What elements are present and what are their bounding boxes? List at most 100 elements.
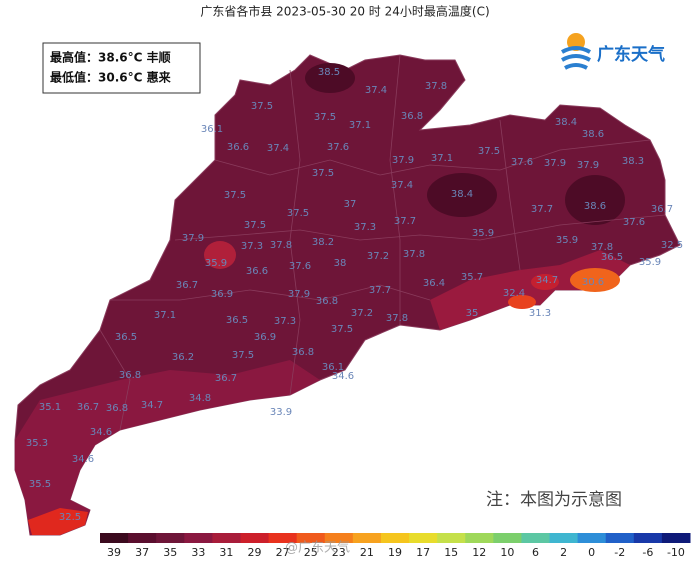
temp-label: 37.8 (591, 242, 613, 253)
temp-label: 38 (334, 258, 347, 269)
temp-label: 36.9 (254, 332, 276, 343)
temp-label: 37.5 (314, 112, 336, 123)
colorbar-swatch (549, 533, 579, 543)
temp-label: 31.3 (529, 308, 551, 319)
watermark: @广东天气 (285, 540, 350, 556)
colorbar-swatch (633, 533, 663, 543)
temp-label: 36.1 (322, 362, 344, 373)
temp-label: 36.8 (292, 347, 314, 358)
temp-label: 36.1 (201, 124, 223, 135)
colorbar-label: -10 (667, 546, 685, 559)
temp-label: 37.6 (327, 142, 349, 153)
temp-label: 37.7 (369, 285, 391, 296)
colorbar-label: 39 (107, 546, 121, 559)
temp-label: 37.6 (511, 157, 533, 168)
colorbar-label: 25 (304, 546, 318, 559)
temp-label: 37.1 (349, 120, 371, 131)
temp-label: 36.8 (401, 111, 423, 122)
temp-label: 37.5 (478, 146, 500, 157)
colorbar-swatch (212, 533, 241, 543)
colorbar-swatch (661, 533, 691, 543)
colorbar-swatch (184, 533, 213, 543)
colorbar-swatch (380, 533, 410, 543)
temp-label: 36.5 (115, 332, 137, 343)
temp-label: 33.9 (270, 407, 292, 418)
temp-label: 37.5 (312, 168, 334, 179)
colorbar-label: 12 (472, 546, 486, 559)
temp-label: 37.7 (394, 216, 416, 227)
temp-label: 38.3 (622, 156, 644, 167)
colorbar-label: 10 (500, 546, 514, 559)
colorbar-swatch (240, 533, 270, 543)
temp-label: 36.5 (226, 315, 248, 326)
colorbar-swatch (296, 533, 326, 543)
temp-label: 35.9 (556, 235, 578, 246)
temp-label: 34.8 (189, 393, 211, 404)
temp-label: 38.2 (312, 237, 334, 248)
temp-label: 38.6 (584, 201, 606, 212)
temp-label: 32.5 (59, 512, 81, 523)
colorbar-swatch (156, 533, 185, 543)
temp-label: 34.6 (90, 427, 112, 438)
colorbar-swatch (437, 533, 466, 543)
colorbar-label: 19 (388, 546, 402, 559)
info-frame (42, 42, 201, 94)
temp-label: 37.4 (267, 143, 289, 154)
temp-label: 36.7 (651, 204, 673, 215)
colorbar-label: 6 (532, 546, 539, 559)
temp-label: 34.7 (536, 275, 558, 286)
colorbar-label: 35 (163, 546, 177, 559)
temp-label: 37.5 (244, 220, 266, 231)
temp-label: 30.6 (582, 277, 604, 288)
temp-label: 36.4 (423, 278, 445, 289)
colorbar-swatch (268, 533, 298, 543)
temp-label: 37.1 (154, 310, 176, 321)
east-coast (430, 250, 630, 330)
temp-label: 36.6 (246, 266, 268, 277)
colorbar-label: 2 (560, 546, 567, 559)
temp-label: 37.5 (232, 350, 254, 361)
temp-label: 37.5 (287, 208, 309, 219)
temp-label: 37.9 (392, 155, 414, 166)
colorbar-label: 27 (276, 546, 290, 559)
colorbar-swatch (577, 533, 607, 543)
temp-label: 37.9 (577, 160, 599, 171)
temp-label: 35.3 (26, 438, 48, 449)
info-min: 最低值：30.6°C 惠来 (50, 70, 172, 85)
warm-zone (204, 241, 236, 269)
temp-label: 35.9 (639, 257, 661, 268)
colorbar-swatch (324, 533, 354, 543)
temp-label: 37.1 (431, 153, 453, 164)
hot-zone (427, 173, 497, 217)
note: 注：本图为示意图 (486, 490, 622, 510)
logo-text: 广东天气 (597, 44, 665, 65)
temp-label: 32.4 (503, 288, 525, 299)
cool-zone (508, 295, 536, 309)
temp-label: 38.4 (451, 189, 473, 200)
colorbar-label: 21 (360, 546, 374, 559)
temp-label: 37.2 (351, 308, 373, 319)
colorbar-swatch (605, 533, 635, 543)
temp-label: 37 (344, 199, 357, 210)
colorbar-swatch (100, 533, 129, 543)
colorbar-swatch (493, 533, 522, 543)
title: 广东省各市县 2023-05-30 20 时 24小时最高温度(C) (200, 4, 489, 19)
colorbar-swatch (465, 533, 494, 543)
map-labels: 38.5 37.4 37.8 37.5 36.8 37.5 37.1 36.1 36.6 37.4… (26, 67, 683, 523)
temp-label: 38.6 (582, 129, 604, 140)
temp-label: 37.4 (365, 85, 387, 96)
temp-label: 36.9 (211, 289, 233, 300)
temp-label: 36.7 (215, 373, 237, 384)
temp-label: 37.4 (391, 180, 413, 191)
hot-zone (565, 175, 625, 225)
colorbar-swatch (352, 533, 382, 543)
temp-label: 37.8 (425, 81, 447, 92)
temp-label: 36.5 (601, 252, 623, 263)
temp-label: 37.7 (531, 204, 553, 215)
colorbar-label: 33 (191, 546, 205, 559)
temp-label: 37.9 (288, 289, 310, 300)
temp-label: 37.8 (403, 249, 425, 260)
temp-label: 38.4 (555, 117, 577, 128)
hot-zone (305, 63, 355, 93)
